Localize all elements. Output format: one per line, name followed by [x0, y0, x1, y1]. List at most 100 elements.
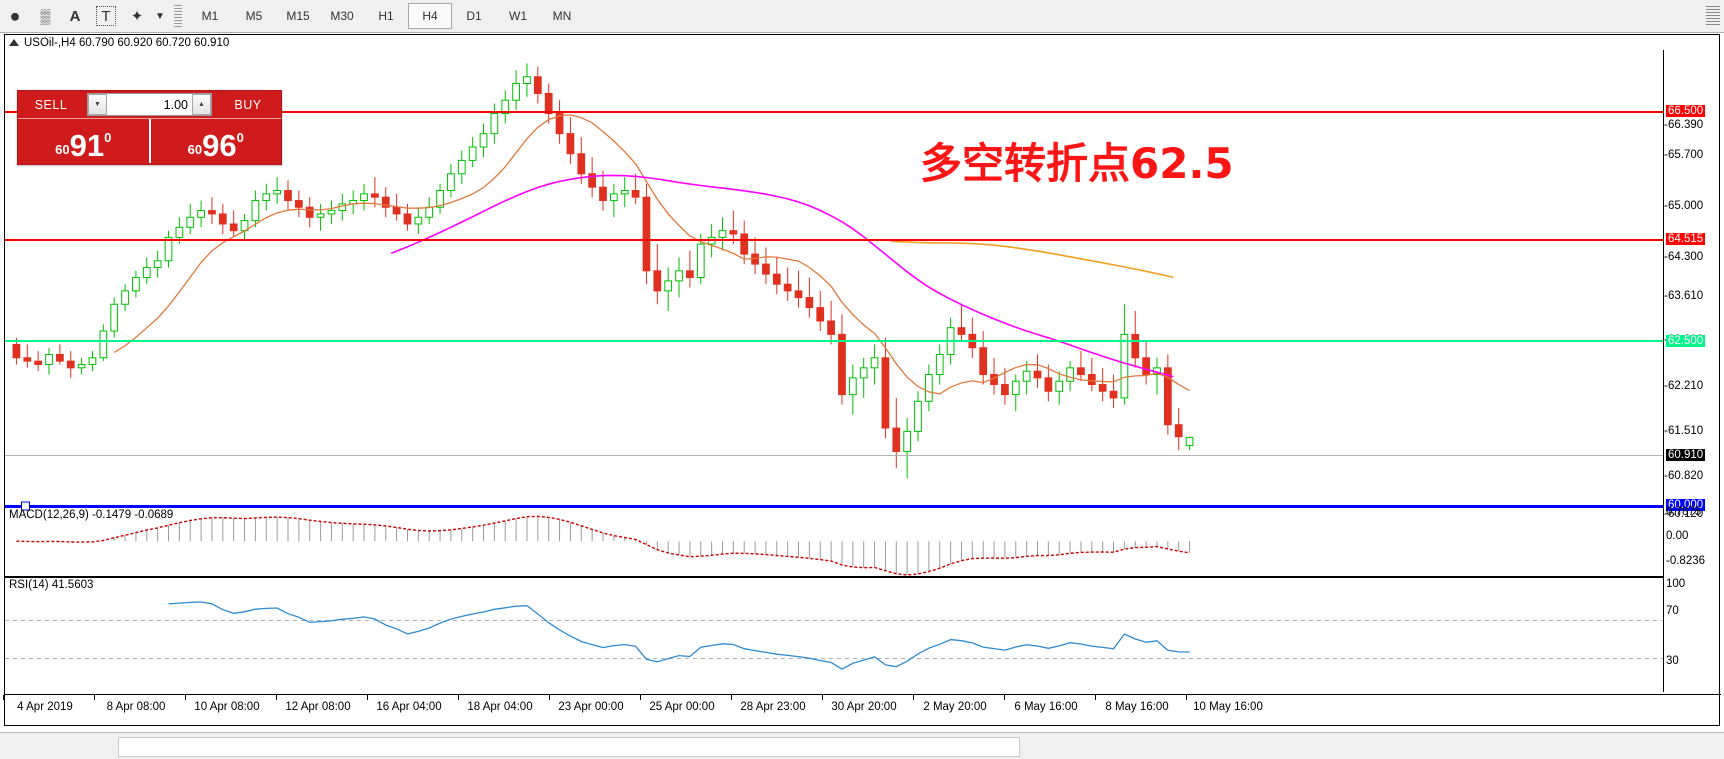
support-line-60000[interactable]: [5, 505, 1663, 508]
price-label-pivot-62500[interactable]: 62.500: [1666, 335, 1706, 347]
time-axis[interactable]: 4 Apr 2019 8 Apr 08:00 10 Apr 08:00 12 Apr …: [3, 694, 1721, 725]
time-tick-8: 28 Apr 23:00: [740, 701, 806, 713]
time-mark-1: [94, 695, 95, 700]
objects-icon[interactable]: ✦: [130, 8, 144, 25]
macd-label: MACD(12,26,9) -0.1479 -0.0689: [9, 509, 174, 521]
time-mark-10: [913, 695, 914, 700]
text-label-icon[interactable]: T: [96, 6, 116, 26]
buy-button[interactable]: BUY: [234, 97, 262, 112]
timeframe-d1[interactable]: D1: [466, 9, 482, 23]
price-tick-60-820: -60.820: [1664, 470, 1704, 482]
support-line-handle[interactable]: [21, 501, 30, 511]
price-tick-62-210: -62.210: [1664, 380, 1704, 392]
price-tick-64-300: -64.300: [1664, 251, 1704, 263]
sell-price-main: 91: [69, 128, 105, 163]
time-mark-6: [549, 695, 550, 700]
templates-icon[interactable]: ▒: [40, 8, 51, 24]
timeframe-m30[interactable]: M30: [330, 9, 354, 23]
buy-price-suffix: 0: [236, 130, 244, 145]
time-mark-5: [458, 695, 459, 700]
sell-price-suffix: 0: [104, 130, 112, 145]
trade-panel-top-row: SELL ▼ 1.00 ▲ BUY: [18, 91, 281, 118]
price-plot-area[interactable]: [5, 50, 1663, 505]
time-tick-2: 10 Apr 08:00: [194, 701, 260, 713]
toolbar-grip[interactable]: [174, 5, 182, 27]
rsi-tick-70: 70: [1666, 605, 1679, 617]
last-price-line: [5, 455, 1663, 456]
time-mark-12: [1095, 695, 1096, 700]
price-label-support-60000[interactable]: 60.000: [1666, 499, 1706, 511]
time-mark-7: [640, 695, 641, 700]
volume-input[interactable]: 1.00: [163, 97, 188, 112]
rsi-svg: [5, 601, 1663, 670]
toolbar-right-grip[interactable]: [1706, 6, 1720, 26]
time-mark-3: [276, 695, 277, 700]
resistance-line-66500[interactable]: [5, 111, 1663, 113]
sell-button[interactable]: SELL: [34, 97, 68, 112]
time-tick-6: 23 Apr 00:00: [558, 701, 624, 713]
time-tick-7: 25 Apr 00:00: [649, 701, 715, 713]
buy-price-display[interactable]: 60 96 0: [148, 119, 282, 163]
resistance-line-64515[interactable]: [5, 239, 1663, 241]
timeframe-m1[interactable]: M1: [201, 9, 219, 23]
volume-stepper[interactable]: ▼ 1.00 ▲: [87, 93, 212, 116]
one-click-trading-panel[interactable]: SELL ▼ 1.00 ▲ BUY 60 91 0 60 96 0: [17, 90, 282, 165]
time-mark-13: [1186, 695, 1187, 700]
time-tick-0: 4 Apr 2019: [17, 701, 73, 713]
macd-indicator-pane[interactable]: MACD(12,26,9) -0.1479 -0.0689: [5, 507, 1663, 577]
pivot-line-62500[interactable]: [5, 340, 1663, 342]
buy-price-prefix: 60: [187, 142, 203, 157]
macd-tick-min: -0.8236: [1666, 555, 1706, 567]
macd-tick-max: 0.7875: [1666, 506, 1702, 518]
price-tick-63-610: -63.610: [1664, 290, 1704, 302]
timeframe-m5[interactable]: M5: [245, 9, 263, 23]
chart-window: USOil-,H4 60.790 60.920 60.720 60.910 MA…: [3, 34, 1721, 726]
time-tick-9: 30 Apr 20:00: [831, 701, 897, 713]
time-mark-4: [367, 695, 368, 700]
rsi-tick-30: 30: [1666, 655, 1679, 667]
timeframe-mn[interactable]: MN: [552, 9, 572, 23]
price-scale[interactable]: -65.700-65.000-64.300-63.610-62.910-62.2…: [1663, 50, 1719, 692]
time-tick-12: 8 May 16:00: [1105, 701, 1169, 713]
chevron-down-icon[interactable]: ▼: [155, 10, 165, 22]
collapse-triangle-icon[interactable]: [9, 39, 19, 46]
price-tick-60-120: -60.120: [1664, 508, 1704, 520]
sell-price-display[interactable]: 60 91 0: [18, 119, 149, 163]
time-mark-8: [731, 695, 732, 700]
time-tick-13: 10 May 16:00: [1193, 701, 1263, 713]
time-tick-5: 18 Apr 04:00: [467, 701, 533, 713]
chart-text-annotation[interactable]: 多空转折点62.5: [920, 139, 1234, 188]
rsi-label: RSI(14) 41.5603: [9, 579, 94, 591]
trade-panel-prices-row: 60 91 0 60 96 0: [18, 118, 281, 163]
macd-tick-zero: 0.00: [1666, 530, 1689, 542]
price-label-last-60910[interactable]: 60.910: [1666, 449, 1706, 461]
status-bar: [0, 732, 1724, 759]
price-tick-61-510: -61.510: [1664, 425, 1704, 437]
time-tick-1: 8 Apr 08:00: [106, 701, 166, 713]
rsi-tick-100: 100: [1666, 578, 1686, 590]
time-tick-10: 2 May 20:00: [923, 701, 987, 713]
price-label-resistance-66500[interactable]: 66.500: [1666, 105, 1706, 117]
timeframe-m15[interactable]: M15: [286, 9, 310, 23]
timeframe-w1[interactable]: W1: [509, 9, 527, 23]
time-tick-3: 12 Apr 08:00: [285, 701, 351, 713]
sell-price-prefix: 60: [55, 142, 70, 157]
price-tick-66-390: -66.390: [1664, 119, 1704, 131]
price-label-resistance-64515[interactable]: 64.515: [1666, 233, 1706, 245]
status-cell-1: [118, 737, 1020, 757]
time-mark-11: [1004, 695, 1005, 700]
timeframe-h4[interactable]: H4: [408, 3, 452, 29]
volume-increment-button[interactable]: ▲: [192, 94, 211, 115]
volume-decrement-button[interactable]: ▼: [88, 94, 107, 115]
text-tool-icon[interactable]: A: [69, 7, 81, 25]
timeframe-h1[interactable]: H1: [378, 9, 394, 23]
time-mark-2: [185, 695, 186, 700]
indicators-icon[interactable]: ⦁: [10, 5, 20, 26]
chart-quote-line: USOil-,H4 60.790 60.920 60.720 60.910: [5, 35, 1719, 50]
macd-svg: [16, 515, 1191, 576]
rsi-indicator-pane[interactable]: RSI(14) 41.5603: [5, 577, 1663, 693]
price-tick-65-000: -65.000: [1664, 200, 1704, 212]
time-tick-11: 6 May 16:00: [1014, 701, 1078, 713]
candlestick-svg: [12, 63, 1194, 479]
time-mark-0: [3, 695, 4, 700]
